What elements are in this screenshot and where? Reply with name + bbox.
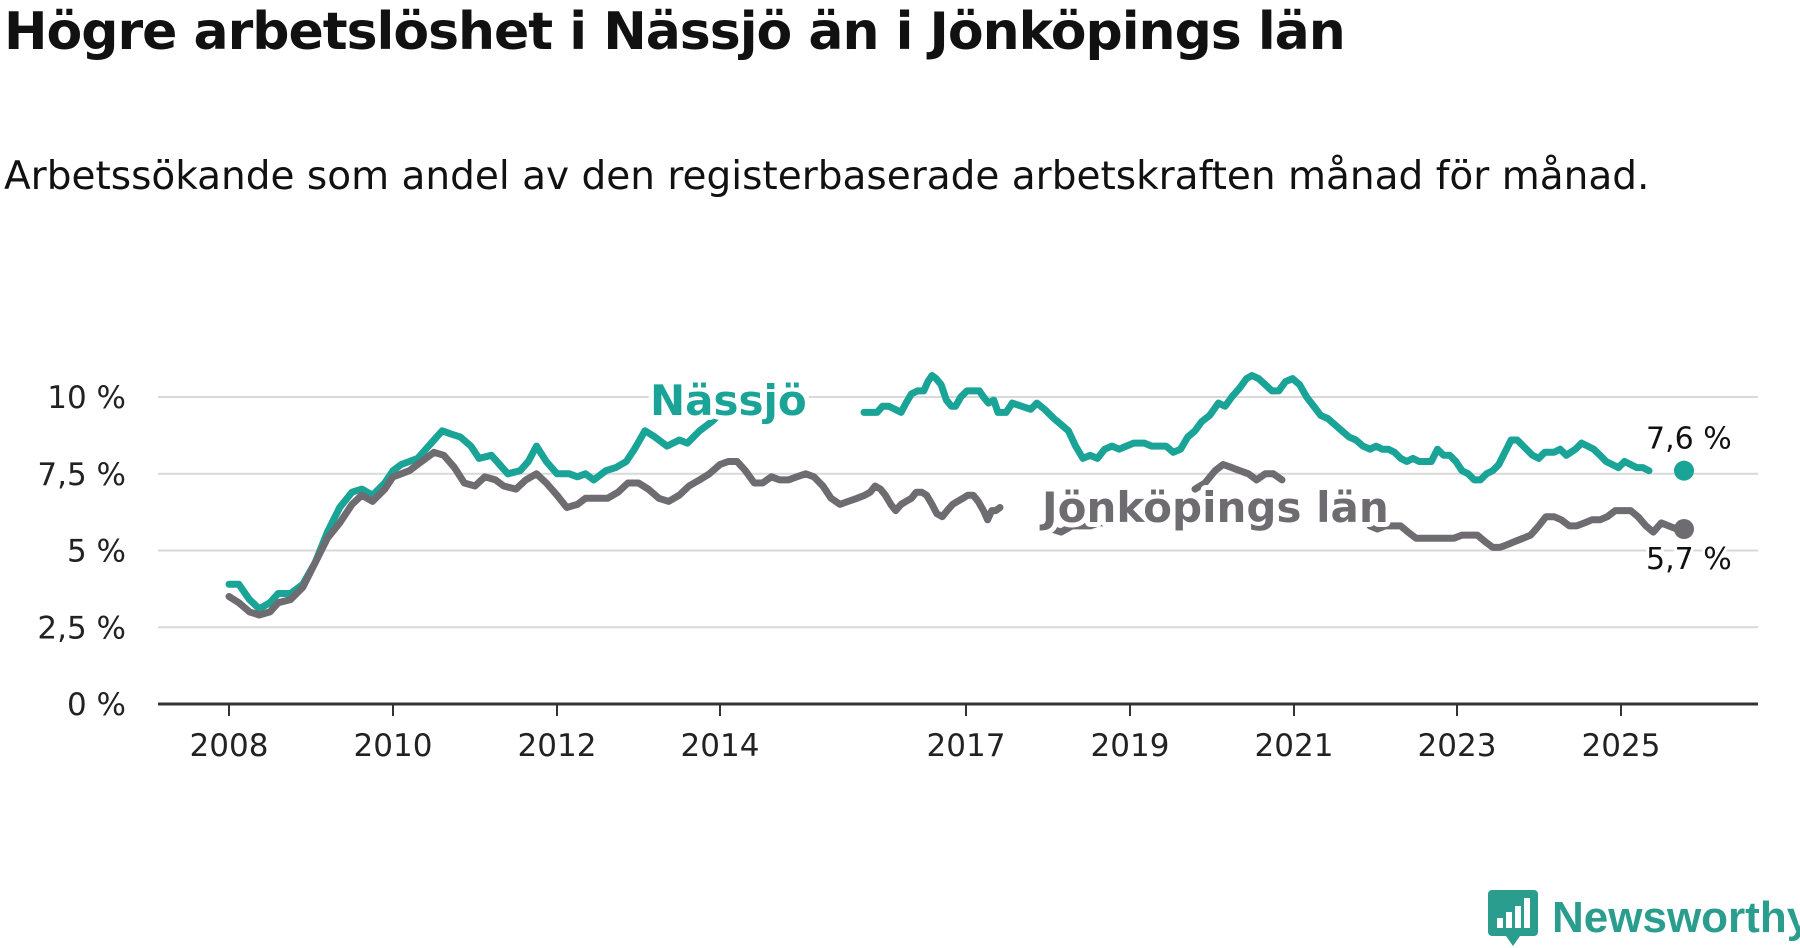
x-tick-label: 2008 bbox=[190, 728, 269, 764]
chart-subtitle: Arbetssökande som andel av den registerb… bbox=[4, 154, 1650, 199]
x-tick-label: 2021 bbox=[1255, 728, 1334, 764]
x-tick-label: 2014 bbox=[681, 728, 760, 764]
series-line-jonkopings-lan bbox=[225, 448, 1004, 619]
end-value-label-jonkopings-lan: 5,7 % bbox=[1646, 542, 1732, 577]
x-tick-label: 2012 bbox=[518, 728, 597, 764]
y-tick-label: 2,5 % bbox=[37, 610, 126, 646]
x-tick-label: 2025 bbox=[1582, 728, 1661, 764]
end-marker-nassjo bbox=[1674, 460, 1694, 481]
x-tick-label: 2010 bbox=[354, 728, 433, 764]
y-tick-label: 7,5 % bbox=[37, 457, 126, 493]
y-tick-label: 0 % bbox=[67, 687, 126, 723]
chart-title: Högre arbetslöshet i Nässjö än i Jönköpi… bbox=[4, 2, 1346, 62]
series-lines bbox=[225, 372, 1688, 619]
newsworthy-logo: Newsworthy bbox=[1488, 888, 1800, 948]
axes: 0 % 2,5 % 5 % 7,5 % 10 % 2008 2010 2012 2014 2017… bbox=[37, 380, 1758, 764]
series-labels: Nässjö Jönköpings län 7,6 % 5,7 % bbox=[645, 371, 1735, 580]
y-tick-label: 10 % bbox=[47, 380, 126, 416]
series-line-jonkopings-lan bbox=[1039, 516, 1121, 536]
end-value-label-nassjo: 7,6 % bbox=[1646, 422, 1732, 457]
newsworthy-logo-text: Newsworthy bbox=[1552, 893, 1800, 942]
series-line-jonkopings-lan bbox=[1191, 461, 1286, 493]
series-label-jonkopings-lan: Jönköpings län bbox=[1039, 483, 1389, 532]
y-tick-label: 5 % bbox=[67, 534, 126, 570]
x-tick-label: 2023 bbox=[1418, 728, 1497, 764]
x-tick-label: 2019 bbox=[1091, 728, 1170, 764]
gridlines bbox=[158, 396, 1758, 629]
series-label-nassjo: Nässjö bbox=[650, 376, 807, 425]
newsworthy-logo-icon bbox=[1488, 890, 1538, 946]
series-line-nassjo bbox=[860, 372, 1653, 484]
series-line-jonkopings-lan bbox=[1366, 507, 1688, 551]
x-tick-label: 2017 bbox=[927, 728, 1006, 764]
end-marker-jonkopings-lan bbox=[1674, 519, 1694, 540]
